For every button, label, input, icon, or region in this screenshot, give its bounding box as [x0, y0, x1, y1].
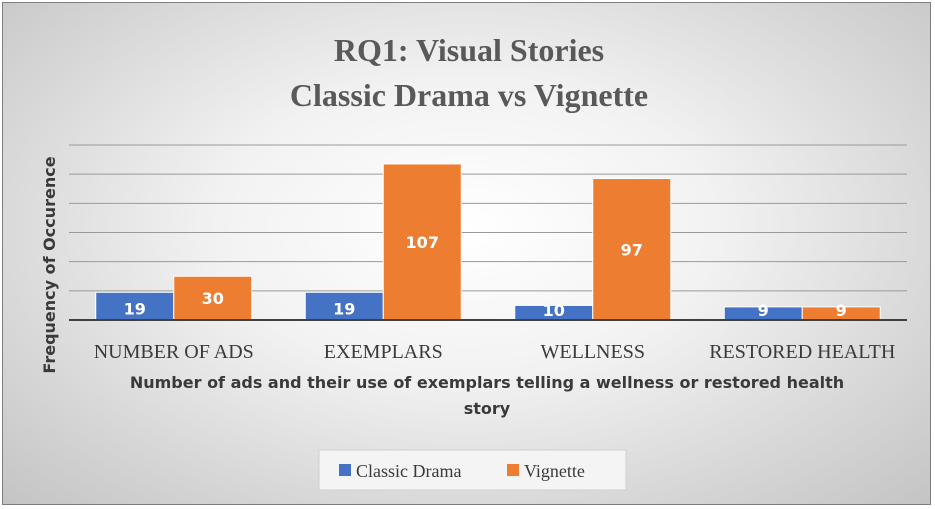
- legend-box: [318, 449, 627, 491]
- legend-swatch-vignette: [507, 464, 519, 476]
- chart-title: RQ1: Visual Stories Classic Drama vs Vig…: [290, 32, 648, 113]
- data-label-classic-drama: 19: [333, 299, 355, 318]
- y-axis-label: Frequency of Occurence: [40, 156, 59, 373]
- gridlines: [69, 144, 907, 292]
- x-axis-label: Number of ads and their use of exemplars…: [130, 373, 844, 418]
- legend-swatch-classic-drama: [339, 464, 351, 476]
- legend: Classic Drama Vignette: [318, 449, 627, 491]
- data-label-vignette: 97: [621, 240, 643, 259]
- bar-vignette: [173, 275, 253, 321]
- category-label: WELLNESS: [541, 341, 645, 363]
- data-label-vignette: 30: [202, 289, 224, 308]
- legend-label-classic-drama: Classic Drama: [356, 461, 461, 481]
- category-label: NUMBER OF ADS: [94, 341, 254, 363]
- data-label-classic-drama: 10: [543, 301, 565, 320]
- legend-label-vignette: Vignette: [524, 461, 585, 481]
- category-labels: NUMBER OF ADS EXEMPLARS WELLNESS RESTORED H…: [94, 341, 896, 363]
- data-label-vignette: 9: [836, 301, 847, 320]
- category-label: EXEMPLARS: [324, 341, 443, 363]
- chart-title-line-2: Classic Drama vs Vignette: [290, 77, 648, 113]
- data-label-classic-drama: 9: [758, 301, 769, 320]
- chart-title-line-1: RQ1: Visual Stories: [334, 32, 604, 68]
- bar-chart: RQ1: Visual Stories Classic Drama vs Vig…: [40, 32, 907, 491]
- data-labels: 19 30 19 107 10 97 9 9: [124, 233, 847, 320]
- category-label: RESTORED HEALTH: [709, 341, 895, 363]
- bar-vignette: [382, 163, 462, 321]
- data-label-vignette: 107: [406, 233, 439, 252]
- data-label-classic-drama: 19: [124, 299, 146, 318]
- x-axis-label-line-1: Number of ads and their use of exemplars…: [130, 373, 844, 392]
- x-axis-label-line-2: story: [464, 399, 511, 418]
- bars: [95, 163, 881, 321]
